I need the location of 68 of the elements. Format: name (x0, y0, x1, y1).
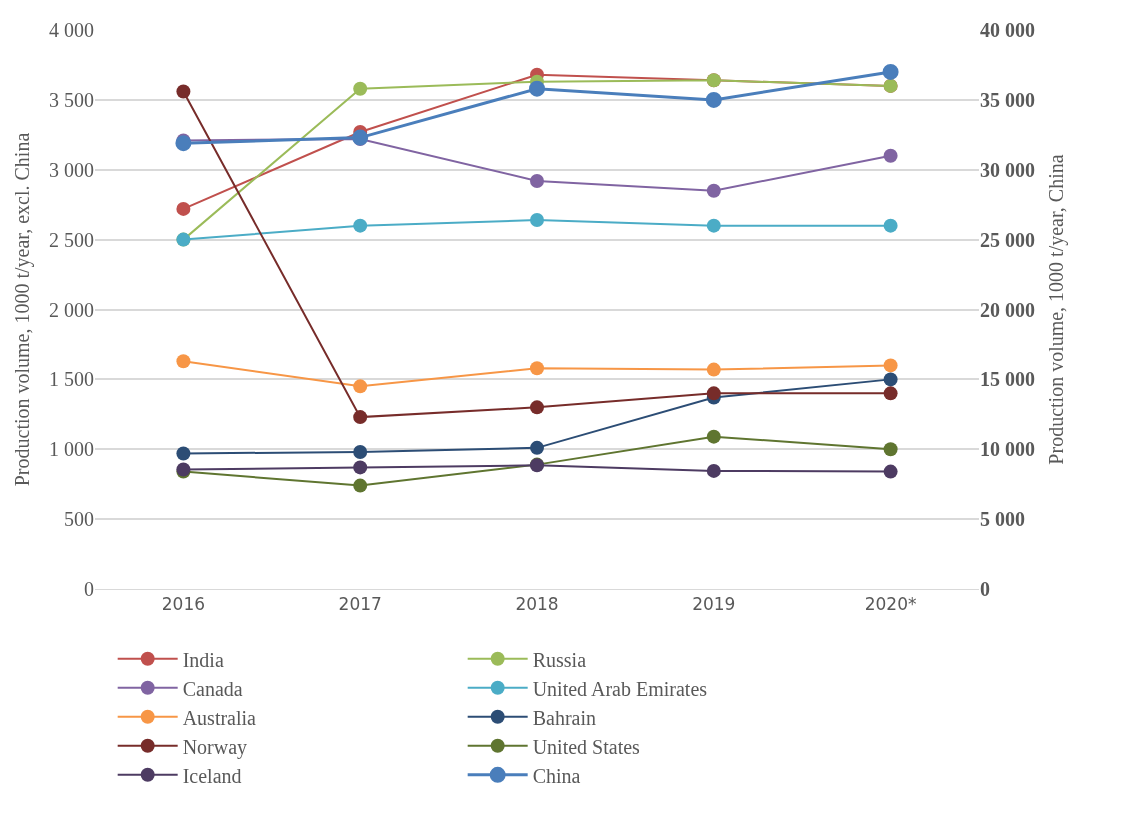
y2-tick-label: 40 000 (980, 19, 1035, 41)
y2-tick-label: 35 000 (980, 88, 1035, 111)
point (706, 362, 721, 377)
y-tick-label: 0 (84, 578, 94, 600)
point (176, 201, 191, 216)
point (353, 81, 368, 96)
y-tick-label: 4 000 (49, 19, 94, 41)
y-tick-label: 1 500 (49, 368, 94, 391)
point (530, 213, 544, 228)
x-tick-label: 2018 (515, 594, 559, 615)
y-tick-label: 3 500 (49, 88, 94, 111)
legend-label: Canada (182, 677, 243, 700)
point (353, 445, 368, 460)
legend-label: Russia (532, 648, 587, 671)
point (706, 218, 721, 233)
x-tick-label: 2016 (161, 594, 206, 615)
y2-tick-label: 30 000 (980, 158, 1035, 181)
y-tick-label: 3 000 (49, 158, 94, 181)
point (353, 478, 368, 493)
y2-tick-label: 5 000 (980, 508, 1025, 531)
y2-tick-label: 0 (980, 578, 990, 600)
y2-tick-label: 10 000 (980, 438, 1035, 461)
point (175, 135, 192, 152)
point (706, 429, 721, 444)
point (706, 183, 721, 198)
point (353, 460, 368, 475)
legend-label: United States (532, 735, 641, 758)
legend-label: Norway (182, 735, 248, 759)
legend-label: Bahrain (532, 706, 596, 729)
point (883, 148, 898, 163)
point (530, 440, 544, 455)
point (883, 442, 898, 457)
y-tick-label: 2 000 (49, 298, 94, 321)
point (883, 464, 898, 479)
legend-label: India (182, 648, 224, 671)
point (529, 80, 545, 97)
point (530, 173, 544, 188)
x-tick-label: 2019 (692, 594, 736, 615)
y-axis-title: Production volume, 1000 t/year, excl. China (10, 132, 34, 487)
point (176, 84, 191, 99)
point (530, 400, 544, 415)
point (176, 354, 191, 369)
point (883, 372, 898, 387)
x-tick-label: 2020* (864, 594, 917, 615)
point (706, 386, 721, 401)
y-tick-label: 2 500 (49, 228, 94, 251)
point (176, 446, 191, 461)
point (353, 410, 368, 425)
legend-label: United Arab Emirates (532, 677, 708, 700)
legend-label: Iceland (182, 764, 242, 787)
point (883, 386, 898, 401)
legend-label: Australia (182, 706, 257, 729)
point (705, 91, 722, 108)
point (706, 463, 721, 478)
y-tick-label: 1 000 (49, 438, 94, 461)
point (353, 218, 368, 233)
x-tick-label: 2017 (338, 594, 382, 615)
point (882, 63, 899, 80)
point (883, 218, 898, 233)
y-tick-label: 500 (64, 508, 94, 531)
y2-tick-label: 25 000 (980, 228, 1035, 251)
point (883, 358, 898, 373)
point (353, 379, 368, 394)
legend-label: China (532, 764, 581, 787)
y2-tick-label: 20 000 (980, 298, 1035, 321)
y2-tick-label: 15 000 (980, 368, 1035, 391)
point (530, 361, 544, 376)
y2-axis-title: Production volume, 1000 t/year, China (1044, 154, 1068, 465)
